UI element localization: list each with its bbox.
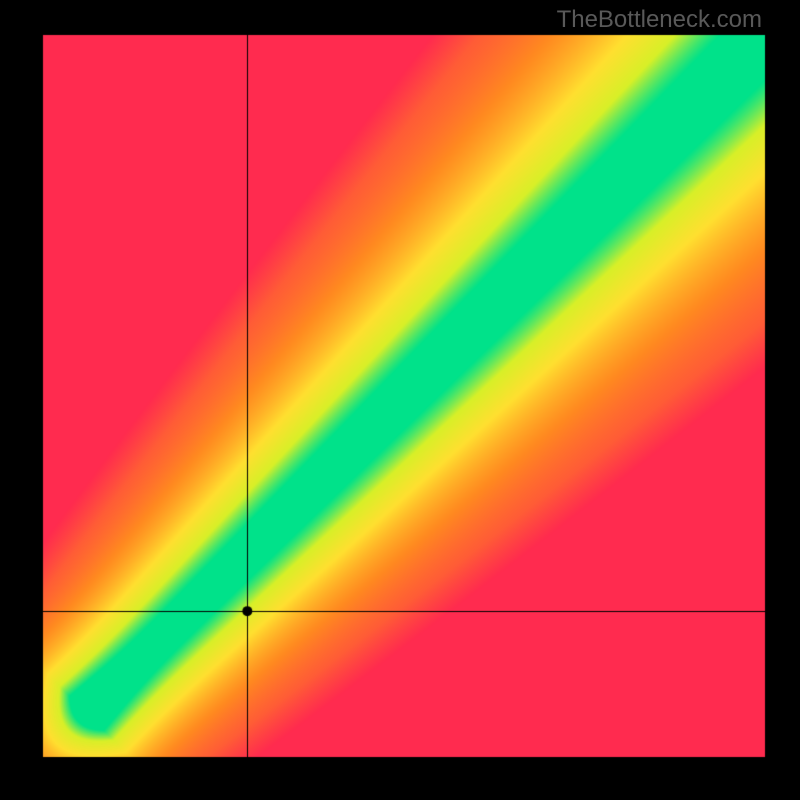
bottleneck-heatmap xyxy=(0,0,800,800)
watermark-text: TheBottleneck.com xyxy=(557,6,762,34)
